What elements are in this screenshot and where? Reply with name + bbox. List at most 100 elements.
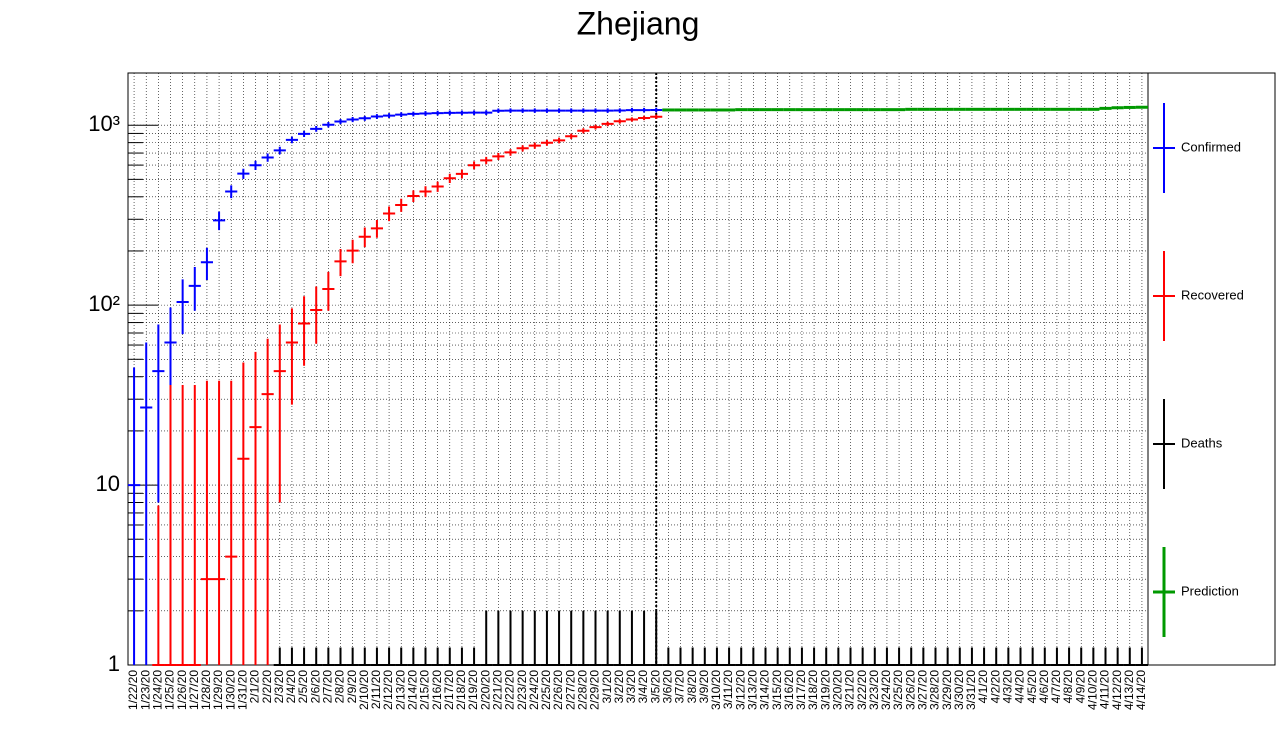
x-tick-label: 4/7/20 bbox=[1049, 670, 1063, 704]
data-point bbox=[370, 647, 383, 666]
data-point bbox=[431, 647, 444, 666]
data-point bbox=[261, 338, 274, 665]
x-tick-label: 4/8/20 bbox=[1061, 670, 1075, 704]
x-tick-label: 2/19/20 bbox=[466, 670, 480, 710]
x-tick-label: 3/24/20 bbox=[879, 670, 893, 710]
data-point bbox=[990, 647, 1003, 666]
data-point bbox=[237, 168, 250, 179]
data-point bbox=[443, 110, 456, 116]
data-point bbox=[480, 110, 493, 115]
data-point bbox=[783, 647, 796, 666]
x-tick-label: 3/10/20 bbox=[709, 670, 723, 710]
data-point bbox=[735, 647, 748, 666]
legend-label: Confirmed bbox=[1181, 139, 1241, 154]
data-point bbox=[650, 107, 663, 113]
x-tick-label: 3/2/20 bbox=[612, 670, 626, 704]
data-point bbox=[140, 342, 153, 665]
data-point bbox=[613, 108, 626, 113]
x-tick-label: 2/16/20 bbox=[430, 670, 444, 710]
data-point bbox=[771, 647, 784, 666]
data-point bbox=[905, 647, 918, 666]
x-tick-label: 3/6/20 bbox=[661, 670, 675, 704]
x-tick-label: 2/20/20 bbox=[478, 670, 492, 710]
x-tick-label: 2/13/20 bbox=[393, 670, 407, 710]
data-point bbox=[1063, 647, 1076, 666]
data-point bbox=[480, 156, 493, 165]
data-point bbox=[662, 647, 675, 666]
data-point bbox=[553, 610, 566, 666]
data-point bbox=[128, 367, 141, 665]
data-point bbox=[650, 114, 663, 119]
x-tick-label: 1/22/20 bbox=[126, 670, 140, 710]
data-point bbox=[455, 110, 468, 116]
data-point bbox=[1111, 647, 1124, 666]
data-point bbox=[407, 111, 420, 117]
x-tick-label: 1/24/20 bbox=[151, 670, 165, 710]
x-tick-label: 2/22/20 bbox=[503, 670, 517, 710]
data-point bbox=[589, 610, 602, 666]
data-point bbox=[589, 124, 602, 130]
x-tick-label: 3/17/20 bbox=[794, 670, 808, 710]
data-point bbox=[492, 152, 505, 160]
data-point bbox=[1038, 647, 1051, 666]
x-tick-label: 4/12/20 bbox=[1110, 670, 1124, 710]
data-point bbox=[455, 647, 468, 666]
data-point bbox=[540, 139, 553, 146]
x-tick-label: 2/27/20 bbox=[563, 670, 577, 710]
x-tick-label: 3/25/20 bbox=[891, 670, 905, 710]
x-tick-label: 2/28/20 bbox=[576, 670, 590, 710]
data-point bbox=[504, 149, 517, 156]
x-tick-label: 3/15/20 bbox=[770, 670, 784, 710]
data-point bbox=[152, 505, 165, 666]
data-point bbox=[941, 647, 954, 666]
legend-symbol bbox=[1153, 399, 1175, 489]
data-point bbox=[1099, 647, 1112, 666]
legend-symbol bbox=[1153, 251, 1175, 341]
x-tick-label: 1/29/20 bbox=[211, 670, 225, 710]
x-tick-label: 4/4/20 bbox=[1013, 670, 1027, 704]
data-point bbox=[723, 647, 736, 666]
data-point bbox=[625, 610, 638, 666]
data-point bbox=[601, 121, 614, 127]
data-point bbox=[273, 146, 286, 155]
data-point bbox=[334, 647, 347, 666]
data-point bbox=[273, 647, 286, 666]
data-point bbox=[577, 108, 590, 113]
data-point bbox=[929, 647, 942, 666]
data-point bbox=[225, 185, 238, 199]
data-point bbox=[358, 227, 371, 248]
data-point bbox=[1050, 647, 1063, 666]
legend-symbol bbox=[1153, 547, 1175, 637]
x-tick-label: 2/9/20 bbox=[345, 670, 359, 704]
data-point bbox=[528, 610, 541, 666]
data-point bbox=[698, 647, 711, 666]
data-point bbox=[225, 380, 238, 665]
data-point bbox=[213, 211, 226, 231]
data-point bbox=[310, 286, 323, 344]
data-point bbox=[285, 136, 298, 144]
data-point bbox=[601, 610, 614, 666]
data-point bbox=[468, 110, 481, 116]
data-point bbox=[710, 647, 723, 666]
x-tick-label: 3/8/20 bbox=[685, 670, 699, 704]
x-tick-label: 3/29/20 bbox=[940, 670, 954, 710]
x-tick-label: 3/20/20 bbox=[831, 670, 845, 710]
x-tick-label: 2/8/20 bbox=[333, 670, 347, 704]
x-tick-label: 3/26/20 bbox=[903, 670, 917, 710]
data-point bbox=[358, 115, 371, 121]
data-point bbox=[650, 610, 663, 666]
x-tick-label: 2/17/20 bbox=[442, 670, 456, 710]
x-tick-label: 2/18/20 bbox=[454, 670, 468, 710]
x-tick-label: 3/13/20 bbox=[746, 670, 760, 710]
data-point bbox=[395, 112, 408, 118]
data-point bbox=[953, 647, 966, 666]
data-point bbox=[310, 647, 323, 666]
data-point bbox=[553, 137, 566, 144]
x-tick-label: 4/2/20 bbox=[988, 670, 1002, 704]
data-point bbox=[747, 647, 760, 666]
x-tick-label: 2/5/20 bbox=[296, 670, 310, 704]
data-point bbox=[893, 647, 906, 666]
x-tick-label: 4/5/20 bbox=[1025, 670, 1039, 704]
data-point bbox=[613, 610, 626, 666]
